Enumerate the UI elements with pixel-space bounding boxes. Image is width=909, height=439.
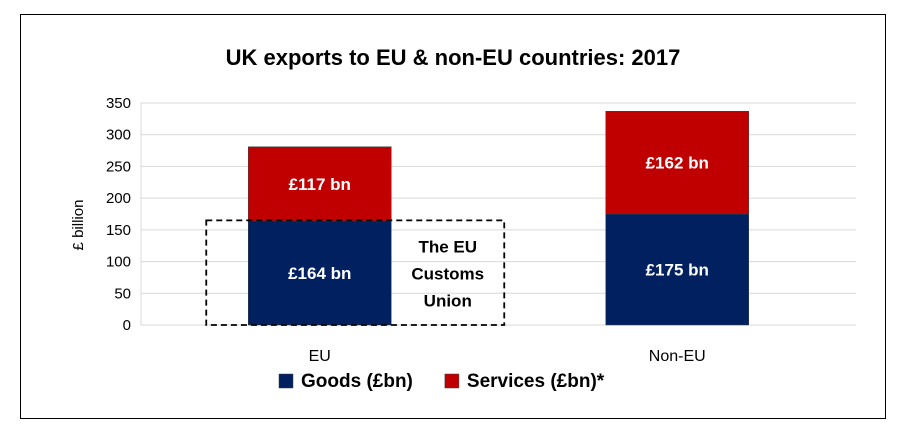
y-tick-label-350: 350 bbox=[106, 95, 131, 112]
legend: Goods (£bn) Services (£bn)* bbox=[278, 371, 605, 392]
annotation-line-2: Union bbox=[424, 291, 472, 310]
x-category-label-eu: EU bbox=[309, 348, 331, 365]
y-tick-label-150: 150 bbox=[106, 222, 131, 239]
data-label-non-eu-0: £175 bn bbox=[646, 261, 709, 280]
chart: UK exports to EU & non-EU countries: 201… bbox=[70, 45, 856, 392]
x-category-label-non-eu: Non-EU bbox=[649, 348, 706, 365]
legend-swatch-1 bbox=[444, 373, 460, 389]
chart-title: UK exports to EU & non-EU countries: 201… bbox=[226, 45, 681, 70]
legend-label-0: Goods (£bn) bbox=[301, 371, 413, 392]
y-axis-label: £ billion bbox=[70, 200, 87, 251]
customs-union-annotation: The EU Customs Union bbox=[205, 219, 506, 326]
legend-label-1: Services (£bn)* bbox=[467, 371, 605, 392]
legend-swatch-0 bbox=[278, 373, 294, 389]
bar-eu-1 bbox=[248, 146, 392, 222]
y-axis: 0 50 100 150 200 250 300 350 bbox=[106, 95, 131, 334]
data-label-eu-0: £164 bn bbox=[288, 264, 351, 283]
bar-non-eu-1 bbox=[605, 110, 749, 215]
y-tick-label-300: 300 bbox=[106, 127, 131, 144]
y-tick-label-50: 50 bbox=[114, 285, 131, 302]
customs-union-box bbox=[205, 219, 506, 326]
bar-non-eu-0 bbox=[605, 213, 749, 326]
annotation-line-1: Customs bbox=[411, 264, 484, 283]
bars: £164 bn £117 bn £175 bn £162 bn bbox=[248, 110, 749, 326]
bar-eu-0 bbox=[248, 220, 392, 326]
y-tick-label-0: 0 bbox=[123, 317, 131, 334]
y-tick-label-100: 100 bbox=[106, 254, 131, 271]
annotation-line-0: The EU bbox=[418, 237, 477, 256]
data-label-non-eu-1: £162 bn bbox=[646, 154, 709, 173]
chart-frame: UK exports to EU & non-EU countries: 201… bbox=[20, 14, 886, 419]
y-tick-label-200: 200 bbox=[106, 190, 131, 207]
y-tick-label-250: 250 bbox=[106, 158, 131, 175]
data-label-eu-1: £117 bn bbox=[289, 175, 351, 194]
x-axis: EU Non-EU bbox=[309, 348, 706, 365]
